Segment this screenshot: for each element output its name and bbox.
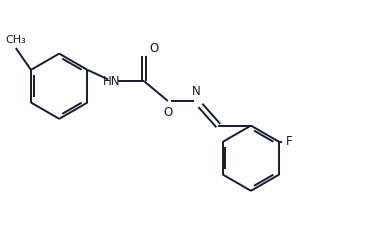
Text: N: N [192, 85, 201, 98]
Text: F: F [286, 135, 293, 148]
Text: HN: HN [103, 75, 120, 88]
Text: CH₃: CH₃ [6, 35, 26, 45]
Text: O: O [163, 106, 172, 119]
Text: O: O [149, 42, 159, 55]
